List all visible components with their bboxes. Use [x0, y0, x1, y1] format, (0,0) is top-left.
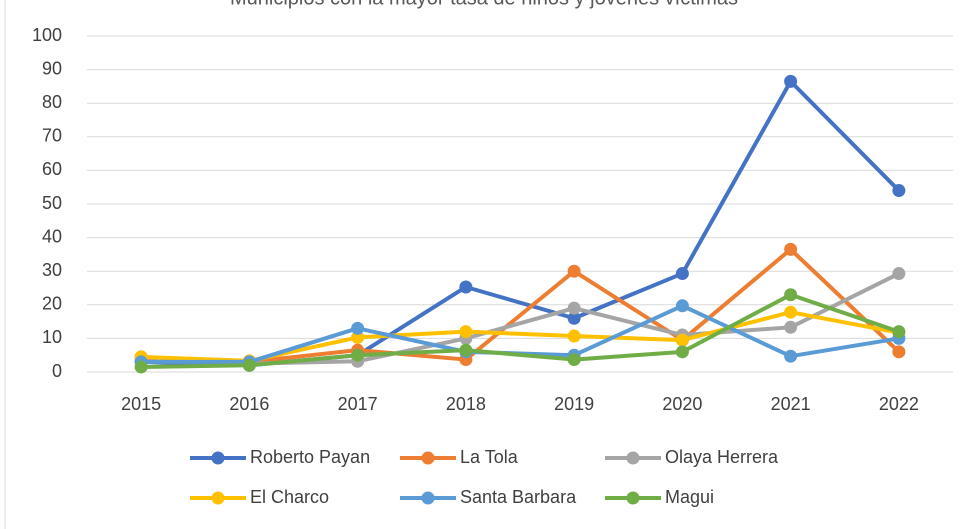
y-tick-label: 50 — [42, 193, 62, 213]
x-tick-label: 2020 — [662, 394, 702, 414]
point — [459, 325, 473, 339]
y-tick-label: 70 — [42, 126, 62, 146]
legend-marker — [421, 491, 435, 505]
x-tick-label: 2015 — [121, 394, 161, 414]
point — [459, 280, 473, 294]
x-tick-label: 2021 — [771, 394, 811, 414]
point — [784, 320, 798, 334]
point — [784, 349, 798, 363]
y-tick-label: 0 — [52, 361, 62, 381]
y-tick-label: 10 — [42, 327, 62, 347]
y-tick-label: 20 — [42, 294, 62, 314]
y-tick-label: 100 — [32, 25, 62, 45]
point — [134, 360, 148, 374]
point — [567, 329, 581, 343]
series-line — [141, 292, 900, 369]
legend-marker — [421, 451, 435, 465]
point — [892, 325, 906, 339]
series-line — [141, 247, 901, 364]
legend-label: Santa Barbara — [460, 487, 577, 507]
point — [567, 264, 581, 278]
legend-marker — [626, 451, 640, 465]
point — [567, 301, 581, 315]
y-tick-label: 30 — [42, 260, 62, 280]
point — [567, 311, 581, 325]
y-tick-label: 40 — [42, 226, 62, 246]
y-tick-label: 60 — [42, 159, 62, 179]
point — [892, 184, 906, 198]
y-tick-label: 90 — [42, 58, 62, 78]
point — [242, 358, 256, 372]
point — [351, 330, 365, 344]
legend-label: Olaya Herrera — [665, 447, 779, 467]
x-tick-label: 2017 — [338, 394, 378, 414]
point — [675, 333, 689, 347]
x-tick-label: 2022 — [879, 394, 919, 414]
point — [567, 353, 581, 367]
legend-marker — [211, 491, 225, 505]
point — [459, 343, 473, 357]
x-tick-label: 2019 — [554, 394, 594, 414]
legend-marker — [626, 491, 640, 505]
point — [892, 345, 906, 359]
point — [892, 267, 906, 281]
y-tick-label: 80 — [42, 92, 62, 112]
x-tick-label: 2018 — [446, 394, 486, 414]
legend-marker — [211, 451, 225, 465]
legend-label: Magui — [665, 487, 714, 507]
legend-label: Roberto Payan — [250, 447, 370, 467]
x-tick-label: 2016 — [229, 394, 269, 414]
point — [351, 321, 365, 335]
point — [784, 74, 798, 88]
point — [784, 242, 798, 256]
chart-title: Municipios con la mayor tasa de niños y … — [230, 0, 738, 9]
point — [675, 345, 689, 359]
point — [675, 267, 689, 281]
legend-label: La Tola — [460, 447, 519, 467]
point — [784, 288, 798, 302]
legend-label: El Charco — [250, 487, 329, 507]
point — [675, 299, 689, 313]
point — [784, 305, 798, 319]
point — [351, 348, 365, 362]
